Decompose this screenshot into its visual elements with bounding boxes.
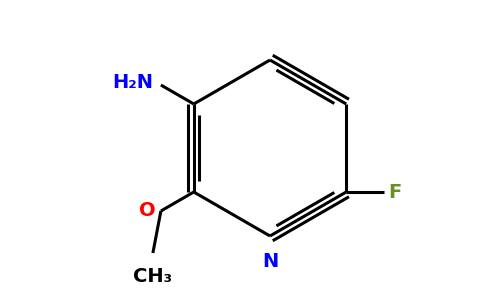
Text: H₂N: H₂N (112, 74, 153, 92)
Text: N: N (262, 252, 278, 271)
Text: CH₃: CH₃ (134, 267, 172, 286)
Text: O: O (139, 202, 156, 220)
Text: F: F (388, 182, 401, 202)
